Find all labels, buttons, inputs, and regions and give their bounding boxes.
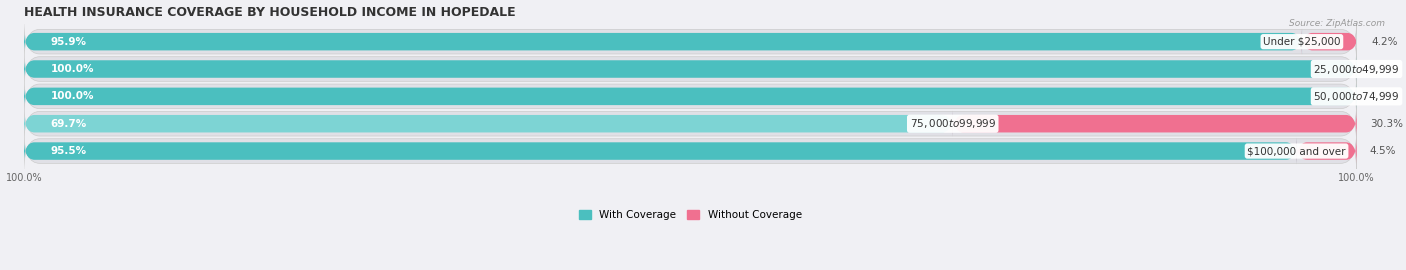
Text: 4.5%: 4.5% [1369, 146, 1396, 156]
Text: 95.9%: 95.9% [51, 37, 87, 47]
Text: 95.5%: 95.5% [51, 146, 87, 156]
Text: $50,000 to $74,999: $50,000 to $74,999 [1313, 90, 1400, 103]
Text: 0.0%: 0.0% [1369, 91, 1396, 101]
Text: $100,000 and over: $100,000 and over [1247, 146, 1346, 156]
Text: 69.7%: 69.7% [51, 119, 87, 129]
FancyBboxPatch shape [1302, 29, 1358, 55]
FancyBboxPatch shape [24, 76, 1357, 117]
FancyBboxPatch shape [24, 21, 1357, 62]
Text: Source: ZipAtlas.com: Source: ZipAtlas.com [1289, 19, 1385, 28]
Text: 30.3%: 30.3% [1369, 119, 1403, 129]
Text: 0.0%: 0.0% [1369, 64, 1396, 74]
FancyBboxPatch shape [1296, 138, 1357, 164]
FancyBboxPatch shape [24, 83, 1357, 110]
Text: $25,000 to $49,999: $25,000 to $49,999 [1313, 63, 1400, 76]
FancyBboxPatch shape [24, 131, 1357, 171]
Text: Under $25,000: Under $25,000 [1263, 37, 1341, 47]
FancyBboxPatch shape [24, 138, 1296, 164]
FancyBboxPatch shape [24, 103, 1357, 144]
FancyBboxPatch shape [24, 56, 1357, 82]
FancyBboxPatch shape [24, 111, 953, 137]
Legend: With Coverage, Without Coverage: With Coverage, Without Coverage [575, 206, 806, 224]
Text: $75,000 to $99,999: $75,000 to $99,999 [910, 117, 995, 130]
Text: 100.0%: 100.0% [51, 64, 94, 74]
FancyBboxPatch shape [24, 49, 1357, 90]
Text: 4.2%: 4.2% [1371, 37, 1398, 47]
FancyBboxPatch shape [24, 29, 1302, 55]
FancyBboxPatch shape [953, 111, 1357, 137]
Text: HEALTH INSURANCE COVERAGE BY HOUSEHOLD INCOME IN HOPEDALE: HEALTH INSURANCE COVERAGE BY HOUSEHOLD I… [24, 6, 516, 19]
Text: 100.0%: 100.0% [51, 91, 94, 101]
